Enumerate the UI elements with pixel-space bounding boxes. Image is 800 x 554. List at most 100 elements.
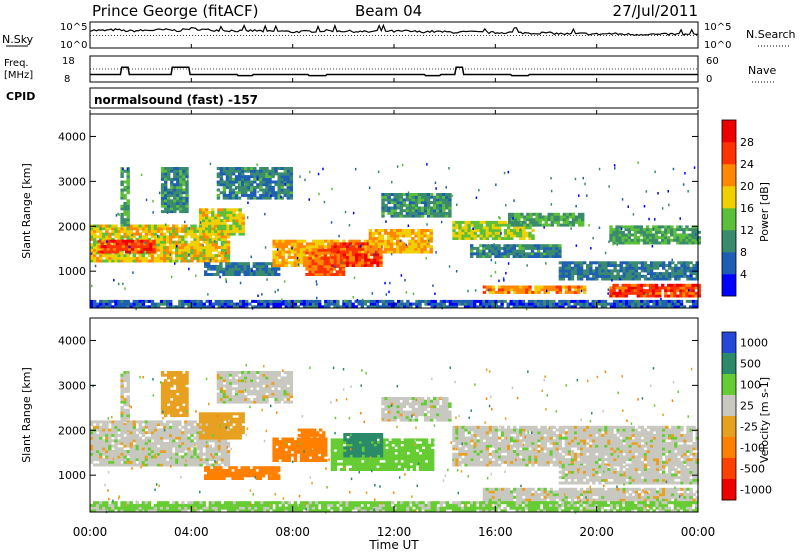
heatmap-cell	[561, 264, 566, 267]
heatmap-cell	[445, 198, 449, 202]
heatmap-cell	[682, 289, 686, 293]
heatmap-cell	[479, 231, 483, 235]
heatmap-cell	[519, 228, 522, 231]
heatmap-cell	[457, 302, 462, 306]
heatmap-cell	[252, 273, 256, 276]
heatmap-cell	[237, 191, 242, 195]
heatmap-cell	[153, 229, 158, 233]
heatmap-cell	[172, 463, 176, 467]
heatmap-cell	[393, 195, 397, 199]
heatmap-cell	[676, 241, 680, 245]
heatmap-cell	[308, 256, 312, 260]
heatmap-cell	[228, 183, 233, 187]
heatmap-cell	[181, 237, 185, 241]
heatmap-cell	[235, 221, 239, 225]
heatmap-cell	[682, 241, 686, 245]
heatmap-cell	[272, 302, 276, 306]
heatmap-cell	[169, 305, 173, 309]
heatmap-cell	[153, 447, 158, 451]
heatmap-cell	[234, 270, 238, 274]
heatmap-cell	[616, 264, 620, 267]
heatmap-cell	[597, 302, 602, 306]
heatmap-cell	[99, 425, 103, 429]
heatmap-cell	[268, 180, 272, 184]
heatmap-cell	[467, 234, 471, 238]
heatmap-cell	[280, 185, 284, 189]
heatmap-cell	[163, 441, 167, 445]
heatmap-cell	[176, 191, 180, 195]
heatmap-cell	[360, 302, 364, 306]
heatmap-cell	[190, 463, 194, 467]
heatmap-cell	[519, 290, 523, 294]
heatmap-cell	[225, 193, 230, 197]
heatmap-cell	[567, 269, 572, 273]
heatmap-cell	[204, 273, 208, 276]
heatmap-cell	[184, 452, 188, 456]
heatmap-cell	[111, 420, 115, 424]
heatmap-cell	[355, 264, 359, 267]
heatmap-cell	[100, 242, 104, 246]
heatmap-cell	[500, 237, 505, 240]
heatmap-cell	[667, 230, 671, 234]
heatmap-cell	[461, 229, 465, 232]
heatmap-cell	[408, 195, 413, 199]
heatmap-cell	[558, 249, 562, 253]
heatmap-cell	[379, 255, 383, 259]
heatmap-cell	[523, 223, 527, 227]
heatmap-cell	[558, 277, 563, 281]
heatmap-cell	[402, 245, 406, 249]
velocity-heatmap	[90, 363, 699, 514]
heatmap-cell	[170, 379, 174, 383]
heatmap-cell	[184, 251, 188, 255]
heatmap-cell	[176, 202, 180, 205]
heatmap-cell	[120, 431, 124, 435]
heatmap-cell	[342, 239, 346, 243]
heatmap-cell	[167, 204, 171, 208]
heatmap-cell	[228, 270, 232, 274]
heatmap-cell	[178, 229, 182, 233]
heatmap-cell	[111, 463, 115, 467]
heatmap-cell	[138, 458, 142, 462]
heatmap-cell	[93, 302, 97, 306]
heatmap-cell	[123, 423, 127, 427]
heatmap-cell	[405, 203, 410, 207]
heatmap-cell	[624, 225, 628, 229]
heatmap-cell	[123, 188, 127, 192]
heatmap-cell	[222, 196, 227, 200]
heatmap-cell	[219, 172, 224, 176]
heatmap-cell	[179, 395, 183, 399]
cpid-label: CPID	[6, 90, 35, 103]
heatmap-cell	[243, 267, 247, 271]
heatmap-cell	[645, 230, 650, 234]
heatmap-cell	[544, 215, 548, 219]
heatmap-cell	[339, 264, 344, 267]
heatmap-cell	[156, 428, 161, 432]
heatmap-cell	[311, 267, 315, 271]
heatmap-cell	[609, 289, 613, 293]
heatmap-cell	[106, 247, 111, 251]
heatmap-cell	[123, 212, 127, 216]
heatmap-cell	[208, 227, 212, 231]
heatmap-cell	[181, 305, 185, 309]
heatmap-cell	[226, 213, 230, 217]
heatmap-cell	[411, 214, 416, 218]
heatmap-cell	[405, 211, 410, 215]
heatmap-cell	[225, 280, 228, 283]
heatmap-cell	[305, 256, 309, 260]
heatmap-cell	[90, 259, 94, 263]
heatmap-cell	[323, 248, 327, 252]
heatmap-cell	[668, 261, 672, 265]
heatmap-cell	[217, 444, 222, 448]
heatmap-cell	[433, 214, 437, 218]
heatmap-cell	[470, 255, 474, 258]
heatmap-cell	[123, 185, 127, 189]
heatmap-cell	[430, 211, 434, 215]
heatmap-cell	[90, 305, 94, 309]
heatmap-cell	[179, 414, 183, 418]
heatmap-cell	[178, 305, 182, 309]
heatmap-cell	[135, 455, 139, 459]
heatmap-cell	[160, 185, 165, 189]
heatmap-cell	[126, 384, 130, 388]
heatmap-cell	[570, 272, 575, 276]
heatmap-cell	[384, 195, 388, 199]
